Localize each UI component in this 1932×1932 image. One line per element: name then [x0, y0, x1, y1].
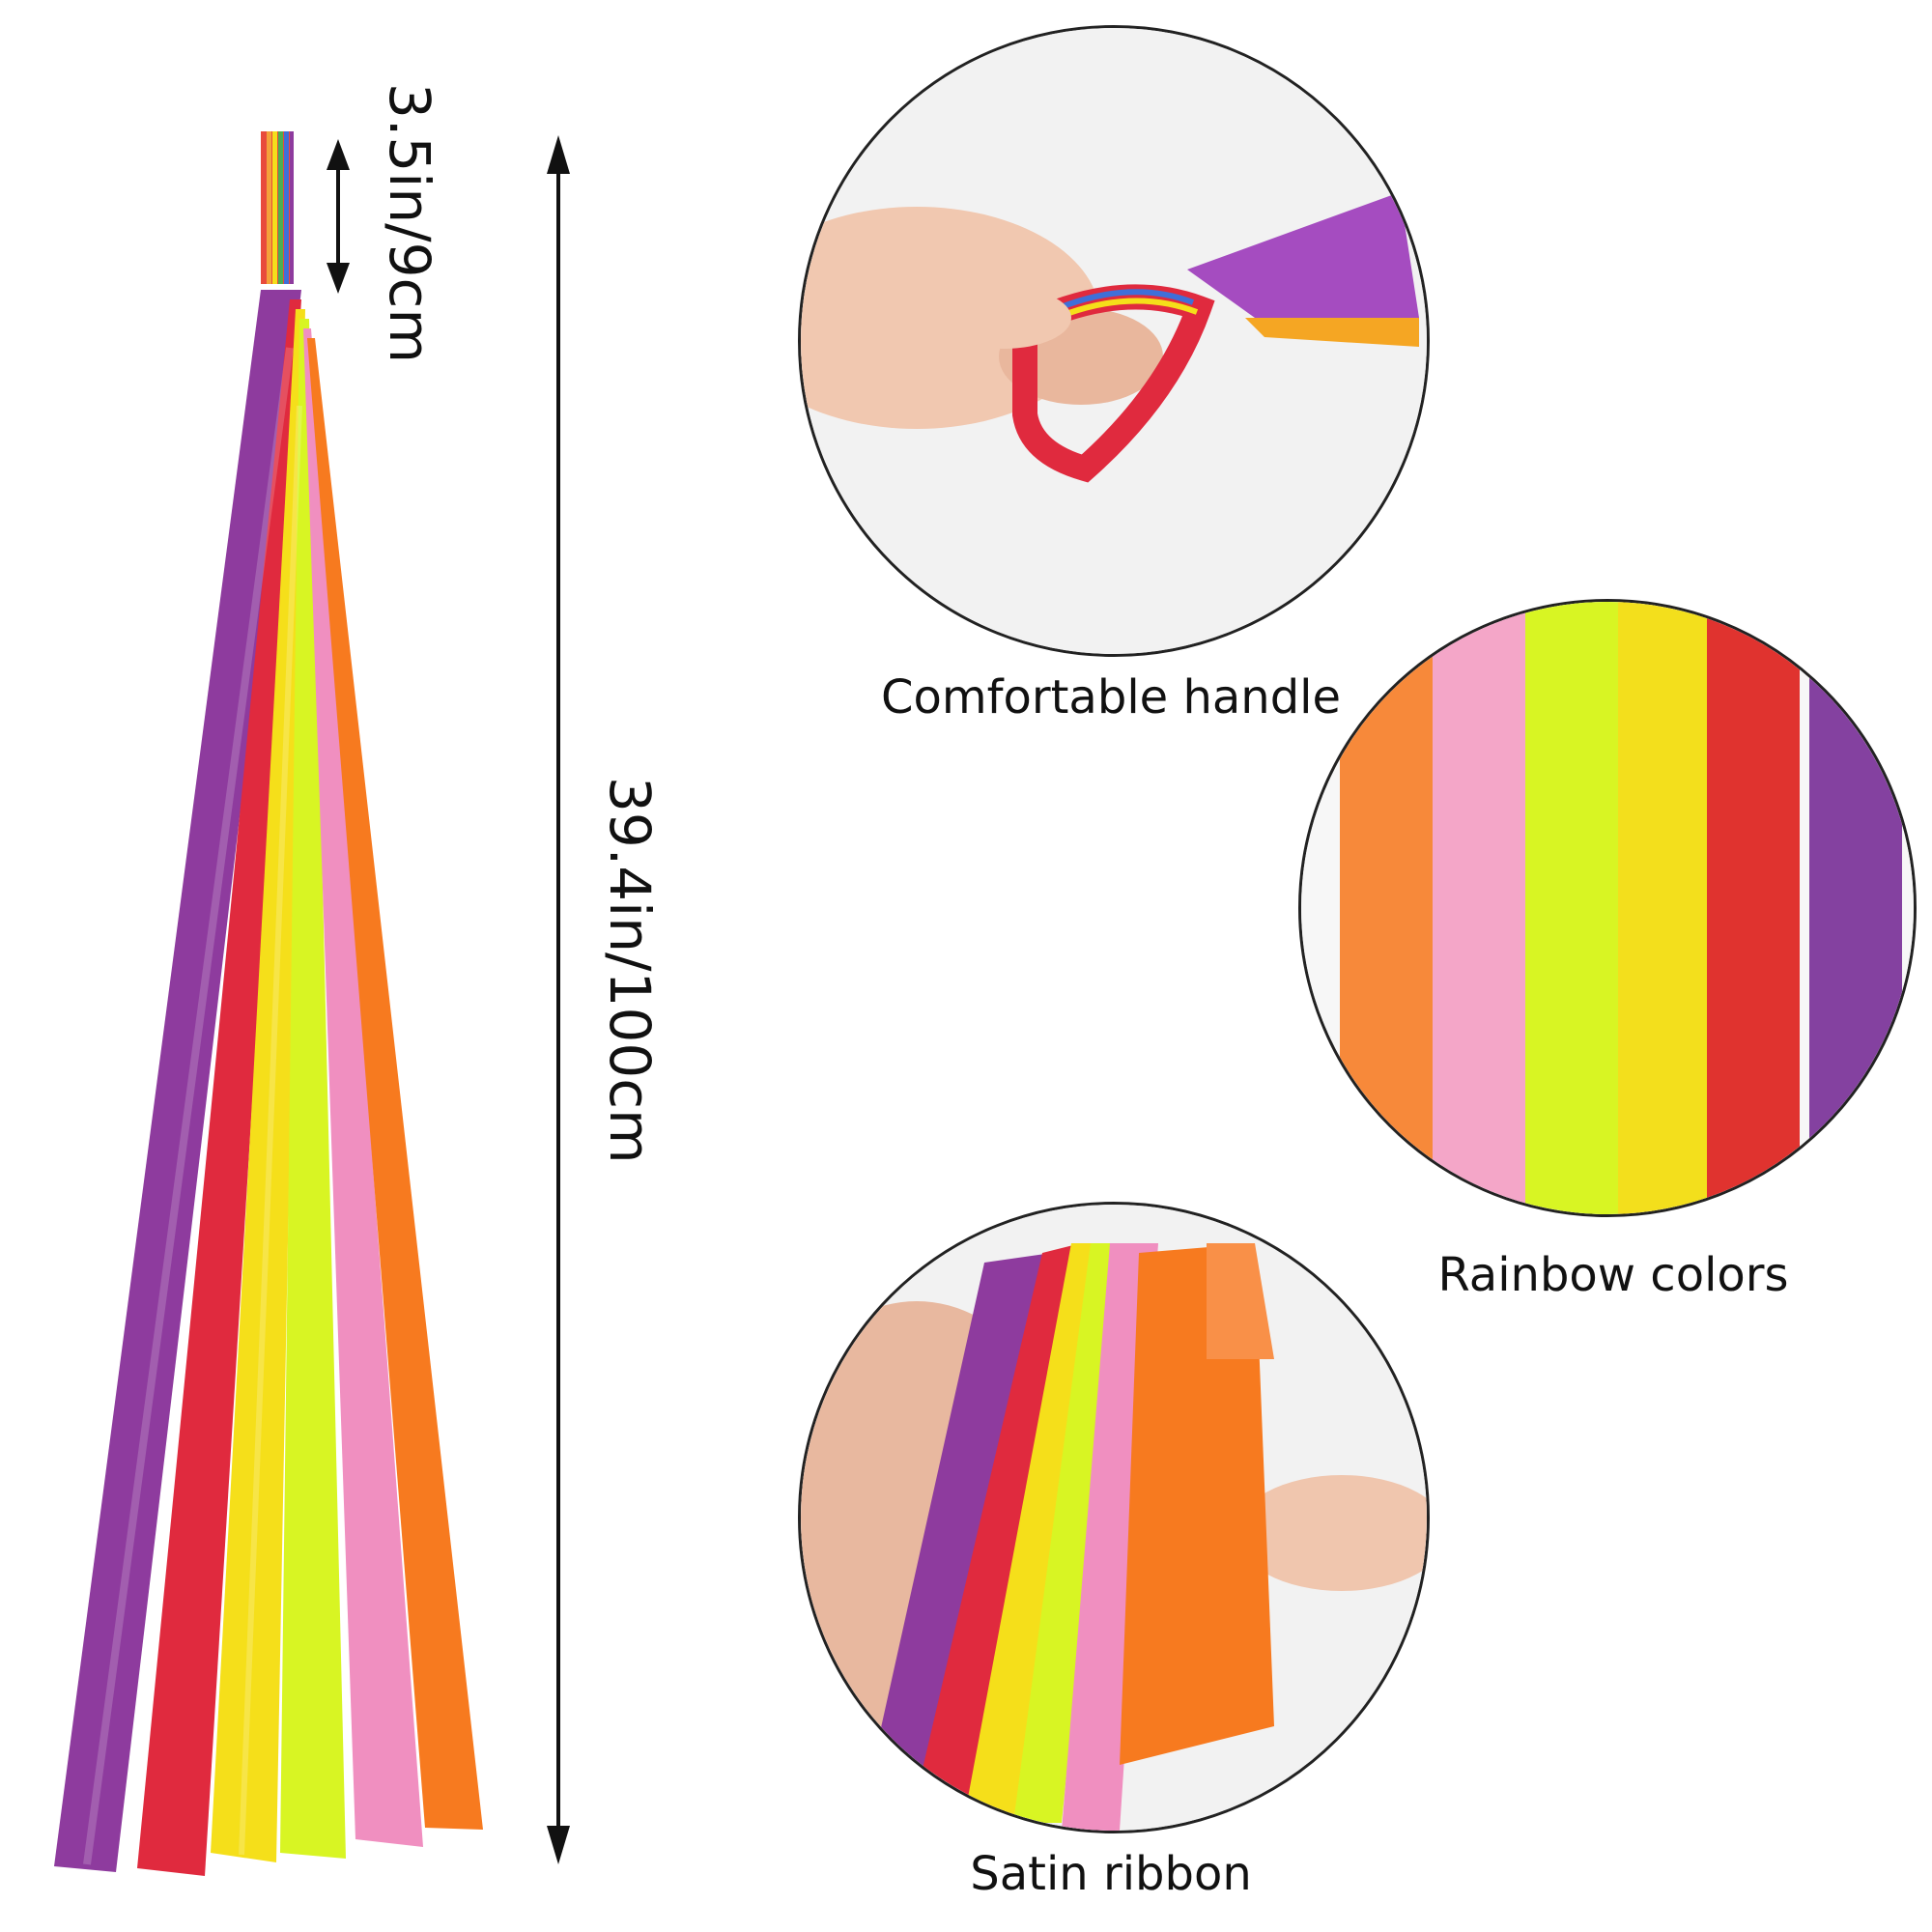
lime-ribbon	[280, 319, 346, 1859]
orange-ribbon	[307, 338, 483, 1830]
total-length-dimension-arrow	[547, 135, 570, 1864]
red-ribbon	[137, 299, 301, 1876]
total-length-label: 39.4in/100cm	[597, 777, 663, 1164]
handle-length-label: 3.5in/9cm	[377, 83, 442, 363]
handle-detail-circle	[798, 25, 1430, 657]
colors-caption: Rainbow colors	[1437, 1248, 1789, 1302]
ribbon-strips-image	[1301, 602, 1914, 1214]
material-detail-circle	[798, 1202, 1430, 1833]
purple-ribbon	[54, 290, 301, 1872]
hand-holding-ribbons-image	[801, 1205, 1427, 1831]
rainbow-handle-strap	[261, 131, 294, 284]
handle-caption: Comfortable handle	[880, 670, 1342, 724]
hand-holding-handle-image	[801, 28, 1427, 654]
colors-detail-circle	[1298, 599, 1917, 1217]
material-caption: Satin ribbon	[970, 1847, 1252, 1901]
pink-ribbon	[303, 328, 423, 1847]
handle-dimension-arrow	[327, 139, 350, 294]
yellow-ribbon	[211, 309, 305, 1862]
